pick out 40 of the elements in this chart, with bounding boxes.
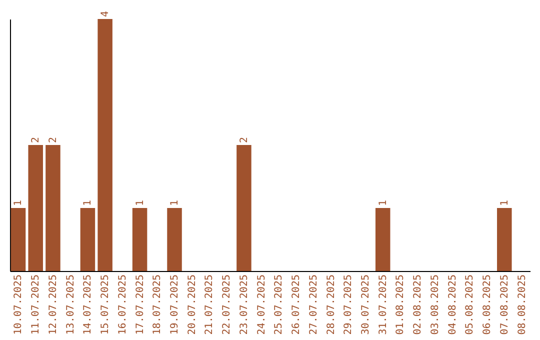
data-label: 1 bbox=[499, 200, 510, 206]
x-tick-label: 22.07.2025 bbox=[222, 274, 233, 335]
x-tick-label: 31.07.2025 bbox=[378, 274, 389, 335]
x-tick-label: 13.07.2025 bbox=[65, 274, 76, 335]
data-label: 2 bbox=[30, 136, 42, 143]
x-tick-label: 16.07.2025 bbox=[117, 274, 128, 335]
x-tick-label: 12.07.2025 bbox=[48, 274, 59, 335]
x-tick-label: 19.07.2025 bbox=[170, 274, 181, 335]
x-tick-label: 20.07.2025 bbox=[186, 274, 198, 335]
x-tick-label: 11.07.2025 bbox=[30, 274, 42, 335]
x-tick-label: 23.07.2025 bbox=[238, 274, 250, 335]
x-tick-label: 28.07.2025 bbox=[326, 274, 337, 335]
x-tick-label: 10.07.2025 bbox=[13, 274, 24, 335]
x-tick-label: 24.07.2025 bbox=[256, 274, 268, 335]
x-tick-label: 02.08.2025 bbox=[412, 274, 424, 335]
data-label: 1 bbox=[170, 200, 181, 206]
data-label: 2 bbox=[238, 136, 250, 143]
x-tick-label: 18.07.2025 bbox=[152, 274, 164, 335]
data-label: 2 bbox=[48, 136, 59, 143]
x-tick-label: 05.08.2025 bbox=[464, 274, 476, 335]
x-tick-label: 04.08.2025 bbox=[447, 274, 458, 335]
x-tick-label: 29.07.2025 bbox=[343, 274, 354, 335]
x-tick-label: 08.08.2025 bbox=[516, 274, 528, 335]
x-tick-label: 15.07.2025 bbox=[100, 274, 112, 335]
data-label: 1 bbox=[13, 200, 24, 206]
x-tick-label: 25.07.2025 bbox=[274, 274, 285, 335]
x-tick-label: 07.08.2025 bbox=[499, 274, 510, 335]
x-tick-label: 21.07.2025 bbox=[204, 274, 216, 335]
x-tick-label: 01.08.2025 bbox=[395, 274, 406, 335]
x-tick-label: 27.07.2025 bbox=[308, 274, 320, 335]
data-label: 4 bbox=[100, 10, 112, 17]
x-tick-label: 03.08.2025 bbox=[430, 274, 441, 335]
data-label: 1 bbox=[82, 200, 94, 206]
data-label: 1 bbox=[134, 200, 146, 206]
x-tick-label: 26.07.2025 bbox=[291, 274, 302, 335]
x-tick-label: 14.07.2025 bbox=[82, 274, 94, 335]
x-tick-label: 30.07.2025 bbox=[360, 274, 372, 335]
data-label: 1 bbox=[378, 200, 389, 206]
x-tick-label: 17.07.2025 bbox=[134, 274, 146, 335]
x-tick-label: 06.08.2025 bbox=[482, 274, 494, 335]
